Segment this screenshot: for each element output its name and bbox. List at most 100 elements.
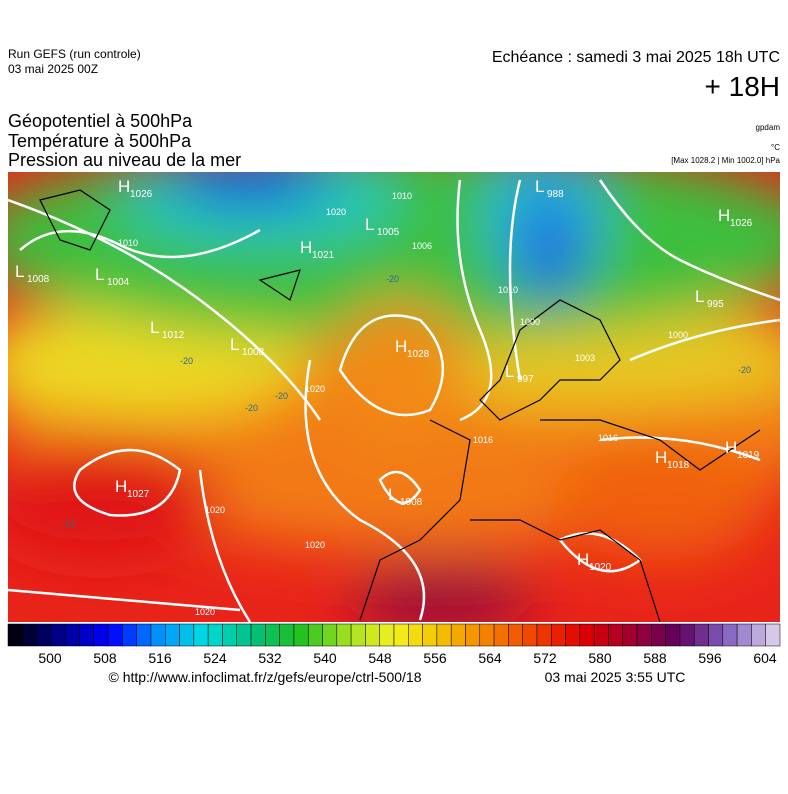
run: Run GEFS (run controle) xyxy=(8,47,141,61)
colorbar-cell xyxy=(136,623,152,647)
isobar-label: 1020 xyxy=(305,384,325,394)
colorbar-cell xyxy=(250,623,266,647)
pressure-center-letter: L xyxy=(150,318,159,337)
pressure-center-value: 1019 xyxy=(737,450,760,461)
isobar-label: 1000 xyxy=(668,330,688,340)
pressure-center-value: 1021 xyxy=(312,250,335,261)
pressure-center-letter: H xyxy=(718,206,730,225)
isobar-label: 1016 xyxy=(473,435,493,445)
pressure-center-letter: H xyxy=(115,477,127,496)
colorbar-cell xyxy=(79,623,95,647)
title: Pression au niveau de la mer xyxy=(8,150,241,170)
colorbar-cell xyxy=(636,623,652,647)
colorbar-cell xyxy=(293,623,309,647)
colorbar-cell xyxy=(150,623,166,647)
colorbar-cell xyxy=(322,623,338,647)
lead-time: + 18H xyxy=(705,71,781,102)
colorbar-tick-label: 604 xyxy=(753,650,777,666)
pressure-center-letter: L xyxy=(695,287,704,306)
isobar-label: 1003 xyxy=(575,353,595,363)
colorbar-cell xyxy=(165,623,180,647)
colorbar-cell xyxy=(365,623,380,647)
pressure-center-letter: L xyxy=(95,265,104,284)
colorbar-cell xyxy=(207,623,223,647)
colorbar-cell xyxy=(751,623,766,647)
title: Géopotentiel à 500hPa xyxy=(8,111,193,131)
colorbar-tick-label: 580 xyxy=(588,650,612,666)
colorbar-cell xyxy=(222,623,237,647)
footer-source: © http://www.infoclimat.fr/z/gefs/europe… xyxy=(108,669,421,685)
pressure-center-letter: L xyxy=(505,362,514,381)
colorbar-cell xyxy=(608,623,623,647)
colorbar-cell xyxy=(279,623,295,647)
colorbar-cell xyxy=(350,623,366,647)
isobar-label: 1020 xyxy=(205,505,225,515)
colorbar-cell xyxy=(579,623,595,647)
colorbar-cell xyxy=(50,623,66,647)
colorbar-cell xyxy=(565,623,581,647)
colorbar-cell xyxy=(465,623,481,647)
colorbar-tick-label: 572 xyxy=(533,650,557,666)
pressure-center-letter: H xyxy=(118,177,130,196)
colorbar-tick-label: 516 xyxy=(148,650,172,666)
isobar-label: 1020 xyxy=(305,540,325,550)
isobar-label: 1020 xyxy=(326,207,346,217)
isobar-label: 1020 xyxy=(195,607,215,617)
colorbar-cell xyxy=(336,623,352,647)
colorbar-cell xyxy=(422,623,438,647)
colorbar-cell xyxy=(265,623,280,647)
pressure-center-letter: H xyxy=(577,550,589,569)
colorbar-cell xyxy=(193,623,209,647)
unit: °C xyxy=(771,143,780,152)
colorbar-cell xyxy=(622,623,638,647)
isobar-label: 1010 xyxy=(498,285,518,295)
colorbar-cell xyxy=(436,623,452,647)
colorbar-cell xyxy=(536,623,552,647)
colorbar-cell xyxy=(36,623,52,647)
pressure-center-value: 997 xyxy=(517,374,534,385)
temperature-label: -20 xyxy=(245,403,258,413)
echeance: Echéance : samedi 3 mai 2025 18h UTC xyxy=(492,49,780,66)
pressure-center-letter: L xyxy=(535,177,544,196)
colorbar-tick-label: 540 xyxy=(313,650,337,666)
colorbar-tick-label: 564 xyxy=(478,650,502,666)
pressure-center-value: 1004 xyxy=(107,277,130,288)
pressure-center-letter: L xyxy=(230,335,239,354)
colorbar-cell xyxy=(679,623,695,647)
run-date: 03 mai 2025 00Z xyxy=(8,62,98,76)
pressure-center-value: 1008 xyxy=(242,347,265,358)
pressure-center-value: 1008 xyxy=(400,497,423,508)
colorbar-tick-label: 556 xyxy=(423,650,447,666)
pressure-center-value: 1027 xyxy=(127,489,150,500)
colorbar-cell xyxy=(736,623,752,647)
colorbar-tick-label: 508 xyxy=(93,650,117,666)
colorbar-cell xyxy=(179,623,195,647)
colorbar-tick-label: 588 xyxy=(643,650,667,666)
colorbar-cell xyxy=(722,623,738,647)
colorbar-cell xyxy=(593,623,609,647)
pressure-center-letter: H xyxy=(300,238,312,257)
pressure-center-value: 995 xyxy=(707,299,724,310)
colorbar-cell xyxy=(450,623,466,647)
pressure-center-value: 1026 xyxy=(130,189,153,200)
colorbar-cell xyxy=(551,623,566,647)
pressure-center-value: 1020 xyxy=(589,562,612,573)
pressure-center-letter: H xyxy=(395,337,407,356)
colorbar-cell xyxy=(379,623,395,647)
pressure-center-letter: L xyxy=(388,485,397,504)
pressure-center-value: 988 xyxy=(547,189,564,200)
colorbar-tick-label: 596 xyxy=(698,650,722,666)
colorbar-tick-label: 532 xyxy=(258,650,282,666)
pressure-center-letter: H xyxy=(655,448,667,467)
colorbar-cell xyxy=(107,623,123,647)
colorbar-cell xyxy=(708,623,724,647)
pressure-center-letter: L xyxy=(15,262,24,281)
colorbar-cell xyxy=(651,623,666,647)
colorbar-cell xyxy=(522,623,538,647)
colorbar-cell xyxy=(307,623,323,647)
colorbar-cell xyxy=(408,623,423,647)
colorbar-cell xyxy=(693,623,709,647)
colorbar-cell xyxy=(493,623,509,647)
temperature-label: -20 xyxy=(180,356,193,366)
